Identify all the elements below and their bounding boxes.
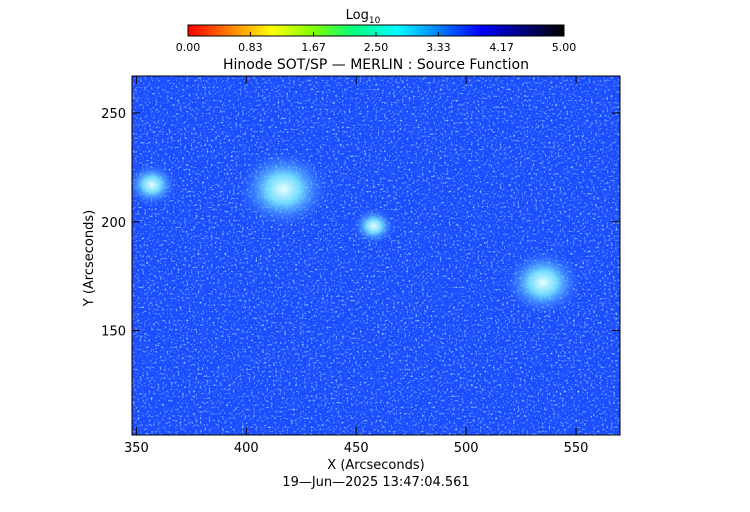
y-axis-label: Y (Arcseconds) xyxy=(82,210,97,307)
colorbar-label: Log10 xyxy=(346,8,381,26)
y-axis: 150 200 250 xyxy=(101,107,620,340)
x-tick-label: 500 xyxy=(454,441,479,456)
colorbar-ticks: 0.00 0.83 1.67 2.50 3.33 4.17 5.00 xyxy=(176,32,577,54)
heatmap-image xyxy=(90,76,620,435)
x-tick-label: 350 xyxy=(124,441,149,456)
y-tick-label: 250 xyxy=(101,107,126,122)
bright-regions xyxy=(90,148,584,317)
x-tick-label: 550 xyxy=(564,441,589,456)
colorbar-tick-label: 0.83 xyxy=(238,41,263,54)
colorbar-tick-label: 1.67 xyxy=(301,41,326,54)
colorbar-tick-label: 2.50 xyxy=(364,41,389,54)
bright-region xyxy=(503,248,584,317)
x-tick-label: 450 xyxy=(344,441,369,456)
bright-region xyxy=(132,162,178,207)
chart-title: Hinode SOT/SP — MERLIN : Source Function xyxy=(223,57,529,73)
colorbar-tick-label: 5.00 xyxy=(552,41,577,54)
bright-region xyxy=(235,148,332,230)
x-axis-label: X (Arcseconds) xyxy=(327,458,424,473)
bright-region xyxy=(90,148,126,179)
colorbar-tick-label: 0.00 xyxy=(176,41,201,54)
plot-frame xyxy=(131,75,621,436)
x-axis: 350 400 450 500 550 xyxy=(124,76,588,456)
bright-region xyxy=(351,207,396,245)
timestamp: 19—Jun—2025 13:47:04.561 xyxy=(282,475,469,490)
x-tick-label: 400 xyxy=(234,441,259,456)
y-tick-label: 150 xyxy=(101,325,126,340)
colorbar-tick-label: 4.17 xyxy=(489,41,514,54)
colorbar-tick-label: 3.33 xyxy=(426,41,451,54)
y-tick-label: 200 xyxy=(101,216,126,231)
